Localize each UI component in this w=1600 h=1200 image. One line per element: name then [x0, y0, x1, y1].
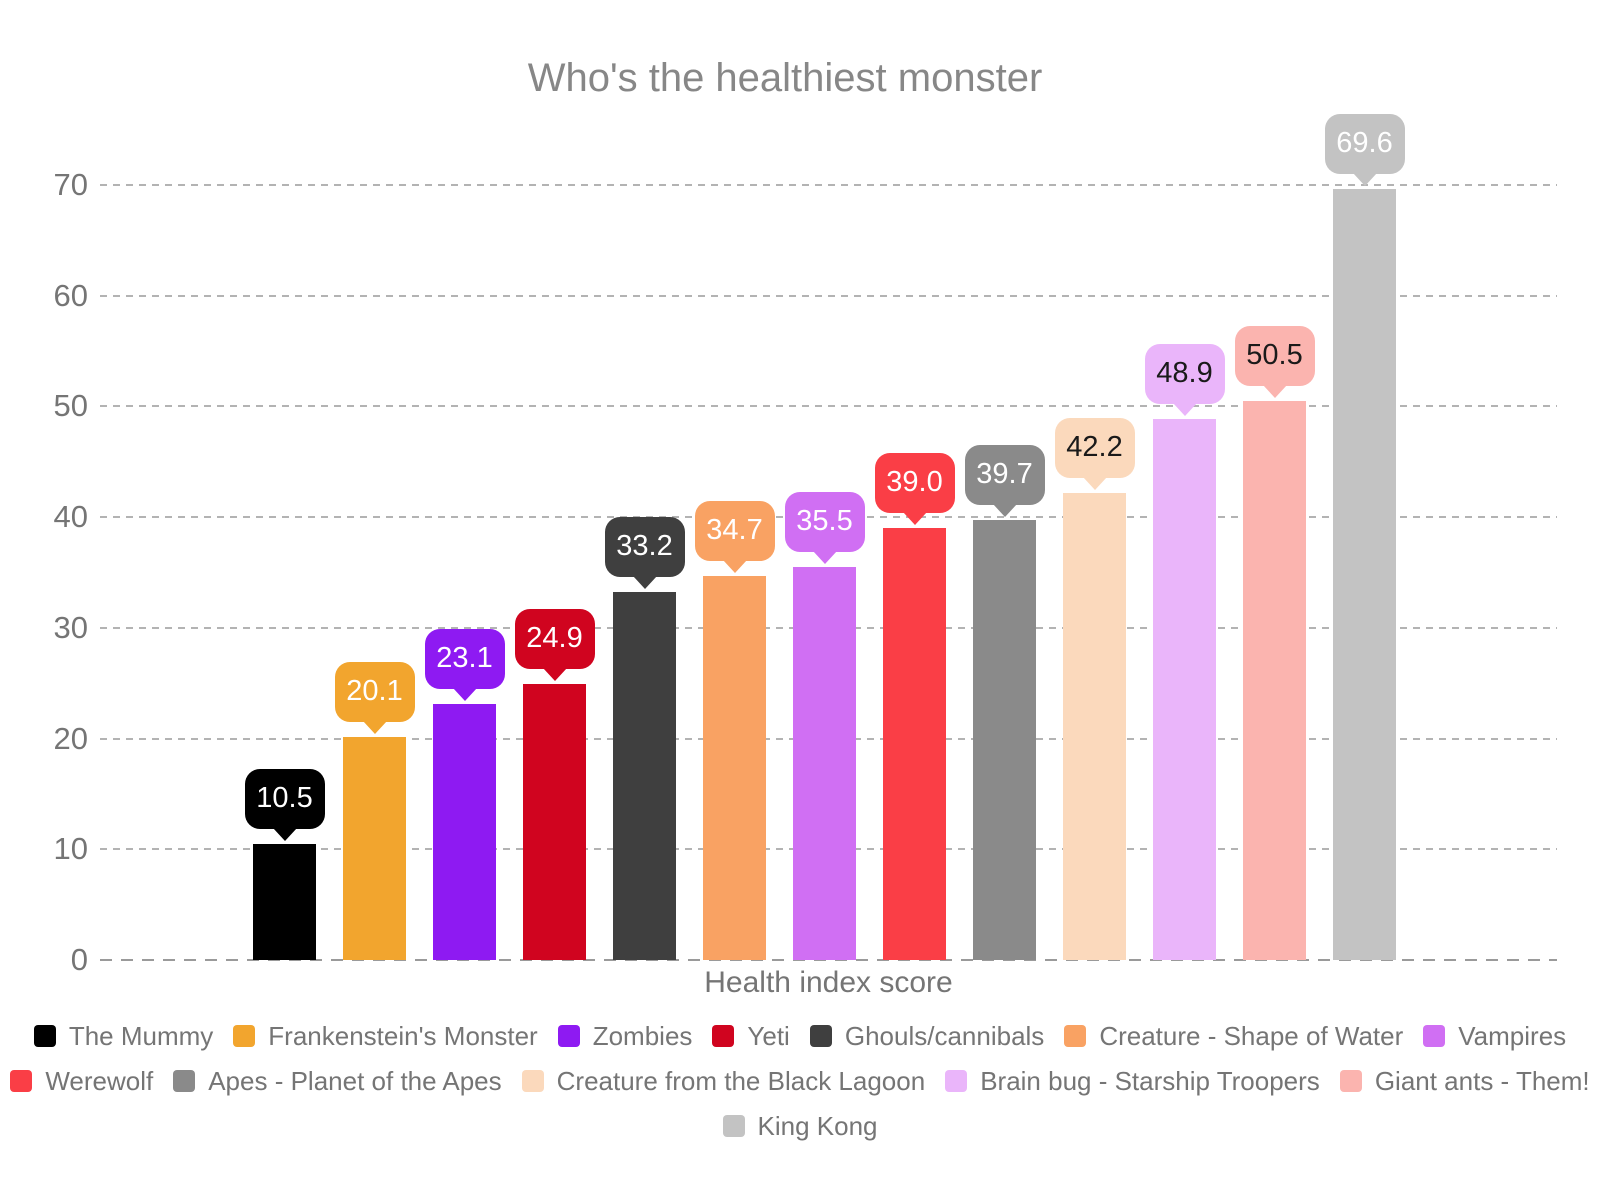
legend-swatch-icon — [722, 1115, 745, 1137]
bar-value-callout: 35.5 — [784, 491, 865, 552]
legend-item: Creature - Shape of Water — [1064, 1021, 1403, 1052]
legend-swatch-icon — [173, 1070, 196, 1092]
legend-swatch-icon — [1064, 1025, 1087, 1047]
legend-label: Vampires — [1458, 1020, 1567, 1051]
bar-value-callout: 20.1 — [334, 662, 415, 723]
legend-item: Creature from the Black Lagoon — [521, 1065, 926, 1097]
bar-value-callout: 39.0 — [874, 453, 955, 514]
bar — [1333, 189, 1396, 960]
legend-label: Apes - Planet of the Apes — [208, 1065, 502, 1096]
legend-swatch-icon — [809, 1025, 832, 1047]
legend-swatch-icon — [712, 1025, 735, 1047]
legend-item: Zombies — [557, 1020, 693, 1052]
legend-item: King Kong — [722, 1110, 878, 1142]
y-tick-label-30: 30 — [53, 609, 88, 645]
legend-label: Creature - Shape of Water — [1099, 1020, 1404, 1051]
y-tick-label-10: 10 — [53, 831, 88, 867]
bar-value-callout: 10.5 — [244, 768, 325, 829]
legend-swatch-icon — [233, 1025, 256, 1047]
legend-item: Giant ants - Them! — [1339, 1065, 1590, 1097]
legend-label: Yeti — [747, 1020, 790, 1051]
bar-value-callout: 39.7 — [964, 445, 1045, 506]
legend-swatch-icon — [945, 1070, 968, 1092]
bar — [253, 843, 316, 960]
legend-swatch-icon — [10, 1070, 33, 1092]
bar — [523, 684, 586, 960]
bar — [433, 704, 496, 960]
legend-label: Brain bug - Starship Troopers — [980, 1065, 1320, 1096]
y-tick-label-40: 40 — [53, 499, 88, 535]
chart-title: Who's the healthiest monster — [527, 56, 1043, 100]
legend-label: Werewolf — [45, 1065, 154, 1096]
bar-value-callout: 24.9 — [514, 609, 595, 670]
y-tick-label-20: 20 — [53, 720, 88, 756]
legend-label: King Kong — [757, 1110, 878, 1141]
x-axis-title: Health index score — [704, 966, 953, 999]
bar-value-callout: 42.2 — [1054, 417, 1135, 478]
bar-value-callout: 34.7 — [694, 500, 775, 561]
y-tick-label-60: 60 — [53, 277, 88, 313]
legend-item: Ghouls/cannibals — [809, 1020, 1045, 1052]
bar-value-callout: 23.1 — [424, 629, 505, 690]
legend-item: Frankenstein's Monster — [233, 1020, 538, 1052]
y-tick-label-70: 70 — [53, 167, 88, 203]
legend-label: The Mummy — [68, 1020, 214, 1051]
bar-value-callout: 69.6 — [1324, 114, 1405, 175]
legend-item: Vampires — [1423, 1021, 1566, 1052]
bar — [973, 520, 1036, 960]
gridline-0 — [100, 959, 1557, 961]
legend-item: Apes - Planet of the Apes — [173, 1065, 502, 1097]
bar — [1243, 400, 1306, 960]
gridline-50 — [100, 405, 1557, 408]
legend-label: Zombies — [592, 1020, 693, 1051]
bar — [613, 592, 676, 960]
bar — [883, 528, 946, 960]
bar-value-callout: 50.5 — [1234, 325, 1315, 386]
bar — [793, 566, 856, 960]
legend-row-2: Werewolf Apes - Planet of the Apes Creatur… — [0, 1065, 1600, 1097]
bar-value-callout: 48.9 — [1144, 343, 1225, 404]
y-tick-label-50: 50 — [53, 388, 88, 424]
gridline-70 — [100, 184, 1557, 187]
legend-swatch-icon — [521, 1070, 544, 1092]
bar — [1063, 492, 1126, 960]
legend-item: Werewolf — [10, 1066, 153, 1097]
bar — [343, 737, 406, 960]
legend-row-1: The Mummy Frankenstein's Monster Zombies Ye… — [0, 1020, 1600, 1052]
legend-swatch-icon — [33, 1025, 56, 1047]
legend-item: Yeti — [712, 1020, 790, 1052]
legend-row-3: King Kong — [0, 1110, 1600, 1142]
legend-label: Frankenstein's Monster — [268, 1020, 538, 1051]
legend-swatch-icon — [1423, 1025, 1446, 1047]
legend-label: Ghouls/cannibals — [844, 1020, 1045, 1051]
bar — [1153, 418, 1216, 960]
legend-item: Brain bug - Starship Troopers — [945, 1066, 1320, 1097]
y-tick-label-0: 0 — [70, 942, 88, 977]
legend-label: Creature from the Black Lagoon — [556, 1065, 926, 1096]
bar-value-callout: 33.2 — [604, 517, 685, 578]
bar — [703, 575, 766, 960]
legend-swatch-icon — [557, 1025, 580, 1047]
legend-item: The Mummy — [33, 1020, 214, 1052]
gridline-60 — [100, 294, 1557, 297]
legend-label: Giant ants - Them! — [1374, 1065, 1590, 1096]
legend-swatch-icon — [1339, 1070, 1362, 1092]
